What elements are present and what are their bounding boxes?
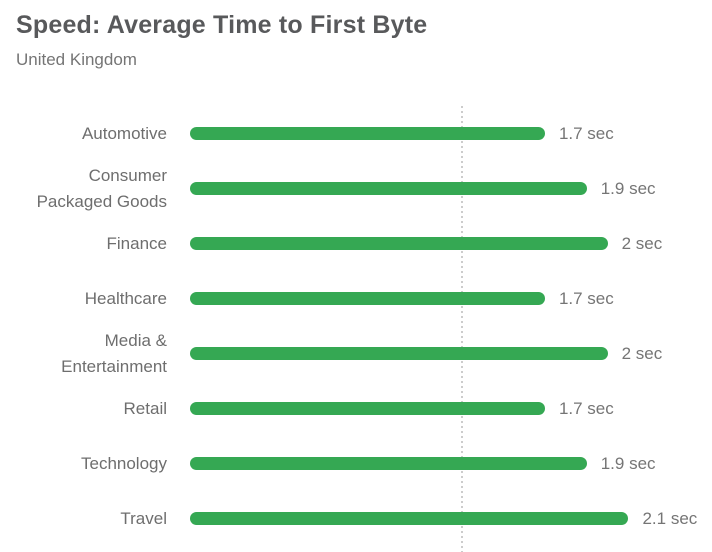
bar: [190, 182, 587, 195]
value-label: 2.1 sec: [642, 508, 698, 528]
value-label: 1.9 sec: [600, 178, 656, 198]
chart-header: Speed: Average Time to First Byte United…: [0, 0, 712, 70]
value-label: 1.7 sec: [558, 398, 614, 418]
chart-row: Travel 2.1 sec: [16, 491, 712, 546]
bar-area: 2 sec: [190, 344, 712, 364]
bar: [190, 237, 608, 250]
chart-subtitle: United Kingdom: [16, 50, 137, 69]
bar: [190, 512, 629, 525]
bar-area: 2 sec: [190, 234, 712, 254]
chart-rows: Automotive 1.7 sec Consumer Packaged Goods…: [0, 106, 712, 546]
reference-line: [461, 106, 463, 552]
bar: [190, 402, 545, 415]
chart-row: Automotive 1.7 sec: [16, 106, 712, 161]
category-label: Healthcare: [84, 288, 167, 308]
chart-title: Speed: Average Time to First Byte: [16, 11, 428, 39]
value-label: 2 sec: [621, 233, 663, 253]
bar: [190, 347, 608, 360]
category-label: Media & Entertainment: [61, 330, 167, 376]
chart-row: Finance 2 sec: [16, 216, 712, 271]
bar: [190, 457, 587, 470]
chart-row: Healthcare 1.7 sec: [16, 271, 712, 326]
bar-area: 1.7 sec: [190, 124, 712, 144]
bar-area: 1.9 sec: [190, 179, 712, 199]
bar-area: 1.7 sec: [190, 289, 712, 309]
bar-area: 1.9 sec: [190, 454, 712, 474]
category-label: Automotive: [81, 123, 167, 143]
category-label: Finance: [106, 233, 167, 253]
value-label: 1.7 sec: [558, 288, 614, 308]
chart-row: Consumer Packaged Goods 1.9 sec: [16, 161, 712, 216]
chart-row: Technology 1.9 sec: [16, 436, 712, 491]
bar-chart: Automotive 1.7 sec Consumer Packaged Goods…: [0, 106, 712, 552]
chart-row: Retail 1.7 sec: [16, 381, 712, 436]
bar-area: 1.7 sec: [190, 399, 712, 419]
bar-area: 2.1 sec: [190, 509, 712, 529]
value-label: 2 sec: [621, 343, 663, 363]
value-label: 1.9 sec: [600, 453, 656, 473]
bar: [190, 292, 545, 305]
category-label: Technology: [80, 453, 167, 473]
category-label: Travel: [120, 508, 167, 528]
category-label: Consumer Packaged Goods: [36, 165, 167, 211]
category-label: Retail: [123, 398, 167, 418]
bar: [190, 127, 545, 140]
chart-row: Media & Entertainment 2 sec: [16, 326, 712, 381]
value-label: 1.7 sec: [558, 123, 614, 143]
